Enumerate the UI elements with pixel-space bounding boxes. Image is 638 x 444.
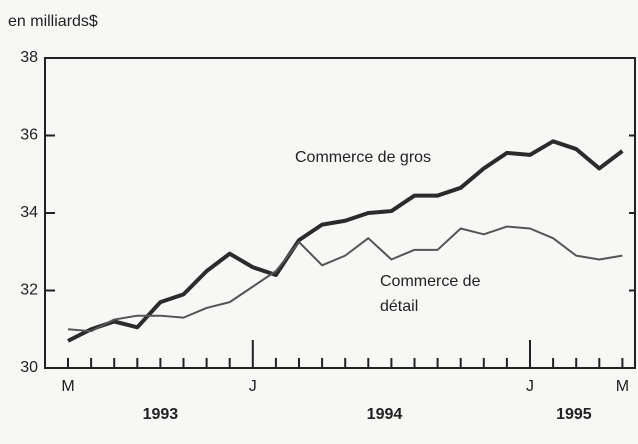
x-tick-label: J bbox=[526, 378, 534, 395]
x-tick-label: M bbox=[61, 378, 74, 395]
y-tick-label: 32 bbox=[20, 282, 38, 299]
y-axis-label: en milliards$ bbox=[8, 13, 98, 30]
year-label: 1993 bbox=[143, 406, 179, 423]
x-tick-label: M bbox=[616, 378, 629, 395]
y-tick-label: 30 bbox=[20, 359, 38, 376]
line-series bbox=[67, 225, 623, 333]
y-tick-label: 36 bbox=[20, 127, 38, 144]
annotation: Commerce de gros bbox=[295, 149, 431, 166]
year-label: 1994 bbox=[367, 406, 403, 423]
annotation: Commerce de bbox=[380, 273, 481, 290]
y-tick-label: 38 bbox=[20, 49, 38, 66]
year-label: 1995 bbox=[556, 406, 592, 423]
line-series bbox=[67, 139, 624, 343]
x-tick-label: J bbox=[249, 378, 257, 395]
y-tick-label: 34 bbox=[20, 204, 38, 221]
annotation: détail bbox=[380, 298, 418, 315]
